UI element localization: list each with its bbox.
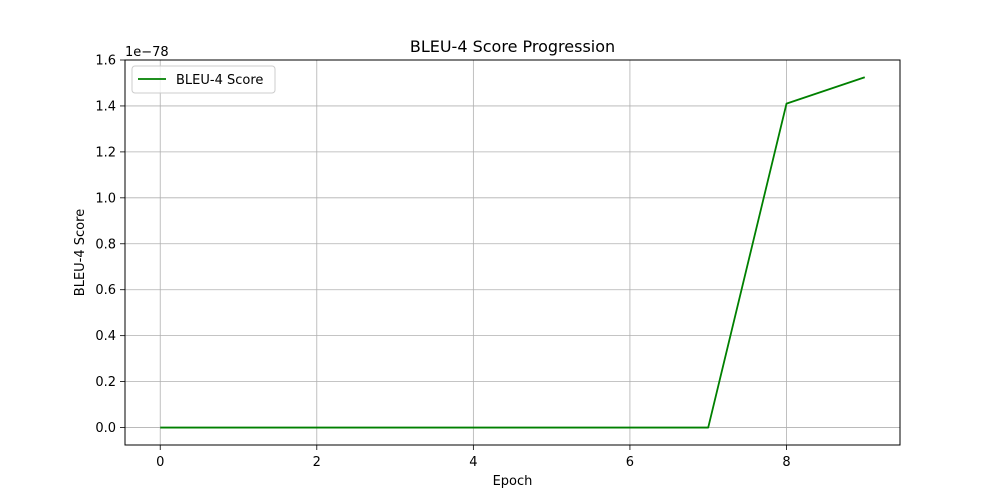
- x-axis-label: Epoch: [493, 474, 533, 489]
- legend-label: BLEU-4 Score: [176, 73, 263, 88]
- y-tick-label: 1.2: [95, 145, 116, 160]
- y-axis-offset-text: 1e−78: [125, 45, 169, 60]
- y-tick-label: 0.6: [95, 283, 116, 298]
- y-tick-label: 1.0: [95, 191, 116, 206]
- y-tick-label: 0.8: [95, 237, 116, 252]
- y-tick-label: 0.2: [95, 375, 116, 390]
- x-tick-label: 8: [782, 455, 790, 470]
- y-tick-label: 0.4: [95, 329, 116, 344]
- series-layer: [160, 76, 866, 429]
- x-axis-ticks: 0 2 4 6 8: [156, 445, 791, 470]
- x-tick-label: 0: [156, 455, 164, 470]
- series-line-bleu4: [160, 76, 866, 429]
- y-axis-label: BLEU-4 Score: [73, 209, 88, 296]
- x-tick-label: 6: [626, 455, 634, 470]
- legend: BLEU-4 Score: [131, 65, 276, 94]
- y-tick-label: 1.6: [95, 54, 116, 69]
- x-tick-label: 2: [313, 455, 321, 470]
- y-axis-ticks: 0.0 0.2 0.4 0.6 0.8 1.0 1.2 1.4 1.6: [95, 54, 125, 436]
- y-tick-label: 1.4: [95, 99, 116, 114]
- legend-box: [131, 65, 276, 94]
- x-tick-label: 4: [469, 455, 477, 470]
- y-tick-label: 0.0: [95, 421, 116, 436]
- plot-area-frame: [124, 59, 901, 446]
- chart-title: BLEU-4 Score Progression: [410, 37, 615, 56]
